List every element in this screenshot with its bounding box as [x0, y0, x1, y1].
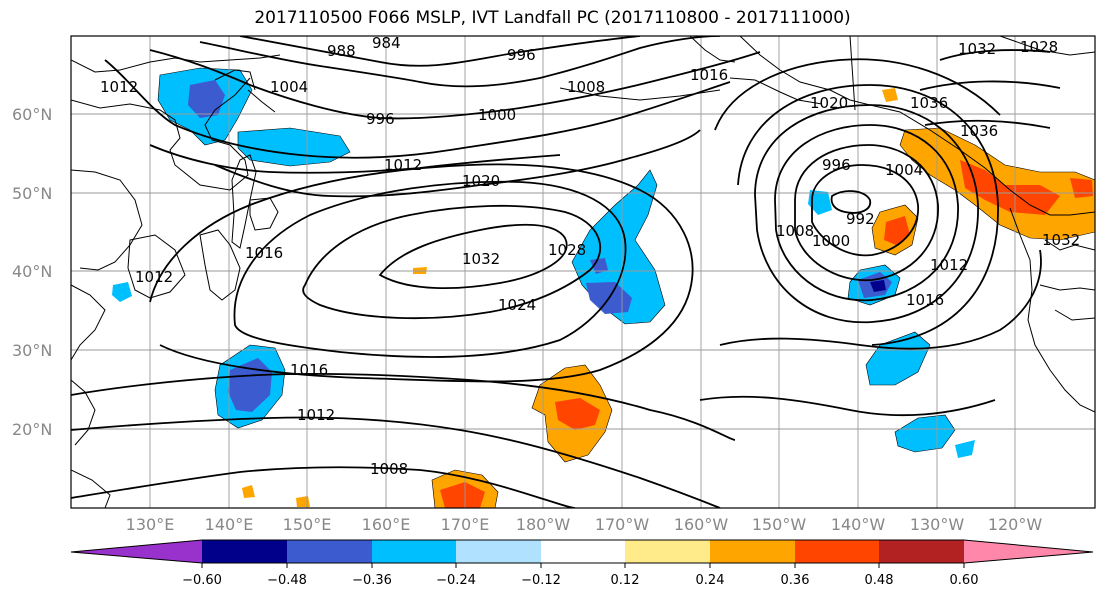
isobar-label: 1032 — [462, 250, 500, 268]
isobar-label: 1012 — [384, 156, 422, 174]
isobar-label: 1036 — [960, 122, 998, 140]
isobar-label: 988 — [327, 42, 356, 60]
ivt-negative-region — [870, 280, 886, 292]
lon-label: 170°E — [441, 515, 490, 534]
ivt-negative-region — [865, 331, 931, 386]
isobar-label: 1032 — [1042, 231, 1080, 249]
colorbar-tick-labels: −0.60 −0.48 −0.36 −0.24 −0.12 0.12 0.24 … — [182, 573, 978, 588]
colorbar-cell — [879, 540, 964, 563]
isobar-label: 996 — [507, 46, 536, 64]
lat-label: 50°N — [12, 184, 52, 203]
isobar-label: 996 — [366, 110, 395, 128]
isobar-label: 1008 — [776, 222, 814, 240]
lat-label: 20°N — [12, 420, 52, 439]
ivt-negative-region — [188, 80, 225, 118]
isobar-label: 1004 — [885, 161, 923, 179]
isobar-label: 1016 — [245, 244, 283, 262]
isobar-label: 1028 — [1020, 38, 1058, 56]
lon-label: 140°W — [831, 515, 886, 534]
colorbar-cell — [795, 540, 879, 563]
colorbar-ticks — [201, 563, 965, 568]
ivt-positive-region — [960, 160, 1060, 215]
colorbar-tick-label: 0.12 — [611, 573, 640, 588]
ivt-shading — [112, 67, 1095, 508]
colorbar-cell — [202, 540, 287, 563]
colorbar-cell — [71, 540, 202, 563]
isobar-label: 992 — [846, 210, 875, 228]
colorbar-tick-label: −0.60 — [182, 573, 222, 588]
isobar-label: 1004 — [270, 78, 308, 96]
lon-label: 130°E — [126, 515, 175, 534]
ivt-positive-region — [884, 216, 910, 245]
lat-label: 60°N — [12, 105, 52, 124]
colorbar-cell — [372, 540, 456, 563]
isobar-label: 996 — [822, 156, 851, 174]
isobar-label: 1016 — [290, 361, 328, 379]
colorbar-tick-label: −0.24 — [436, 573, 476, 588]
isobar-label: 1016 — [906, 291, 944, 309]
colorbar-tick-label: −0.12 — [521, 573, 561, 588]
colorbar-tick-label: 0.24 — [696, 573, 725, 588]
colorbar-cell — [287, 540, 372, 563]
lon-label: 140°E — [205, 515, 254, 534]
isobar-labels: 988 984 996 1008 1016 1028 1032 1012 100… — [100, 34, 1080, 478]
colorbar-tick-label: 0.48 — [865, 573, 894, 588]
isobar-label: 1012 — [135, 268, 173, 286]
colorbar-tick-label: 0.60 — [950, 573, 979, 588]
lon-label: 120°W — [988, 515, 1043, 534]
isobar-label: 1008 — [567, 78, 605, 96]
ivt-positive-region — [242, 485, 255, 498]
isobars — [71, 36, 1061, 508]
colorbar-cell — [541, 540, 625, 563]
longitude-labels: 130°E 140°E 150°E 160°E 170°E 180°W 170°… — [126, 515, 1043, 534]
lon-label: 150°W — [752, 515, 807, 534]
ivt-positive-region — [296, 496, 310, 507]
ivt-negative-region — [955, 440, 975, 458]
lon-label: 130°W — [910, 515, 965, 534]
graticule — [71, 36, 1095, 508]
lon-label: 160°W — [674, 515, 729, 534]
ivt-negative-region — [894, 414, 956, 453]
lon-label: 150°E — [283, 515, 332, 534]
lat-label: 40°N — [12, 262, 52, 281]
isobar-label: 1008 — [370, 460, 408, 478]
ivt-positive-region — [413, 267, 427, 274]
colorbar-cell — [625, 540, 710, 563]
ivt-negative-region — [228, 358, 272, 412]
isobar-label: 1036 — [910, 94, 948, 112]
ivt-positive-region — [882, 88, 898, 102]
ivt-negative-region — [808, 190, 832, 215]
isobar-label: 1016 — [690, 66, 728, 84]
isobar-label: 984 — [372, 34, 401, 52]
isobar-label: 1024 — [498, 296, 536, 314]
colorbar: −0.60 −0.48 −0.36 −0.24 −0.12 0.12 0.24 … — [70, 539, 1094, 588]
ivt-positive-region — [440, 482, 485, 508]
colorbar-tick-label: −0.48 — [267, 573, 307, 588]
isobar-label: 1012 — [297, 406, 335, 424]
colorbar-cell — [710, 540, 795, 563]
ivt-negative-region — [590, 258, 608, 274]
colorbar-tick-label: 0.36 — [781, 573, 810, 588]
map-frame — [70, 35, 1096, 509]
isobar-label: 1028 — [548, 241, 586, 259]
latitude-labels: 60°N 50°N 40°N 30°N 20°N — [12, 105, 52, 439]
isobar-label: 1000 — [812, 232, 850, 250]
lon-label: 160°E — [362, 515, 411, 534]
lat-label: 30°N — [12, 341, 52, 360]
isobar-label: 1020 — [810, 94, 848, 112]
isobar-label: 1012 — [100, 78, 138, 96]
ivt-positive-region — [555, 398, 600, 430]
isobar-label: 1012 — [930, 256, 968, 274]
lon-label: 180°W — [516, 515, 571, 534]
colorbar-cell — [456, 540, 541, 563]
isobar-label: 1032 — [958, 40, 996, 58]
ivt-negative-region — [112, 282, 132, 302]
isobar-label: 1000 — [478, 106, 516, 124]
isobar-label: 1020 — [462, 172, 500, 190]
map-title: 2017110500 F066 MSLP, IVT Landfall PC (2… — [254, 8, 851, 28]
colorbar-tick-label: −0.36 — [352, 573, 392, 588]
lon-label: 170°W — [595, 515, 650, 534]
colorbar-cell — [964, 540, 1093, 563]
